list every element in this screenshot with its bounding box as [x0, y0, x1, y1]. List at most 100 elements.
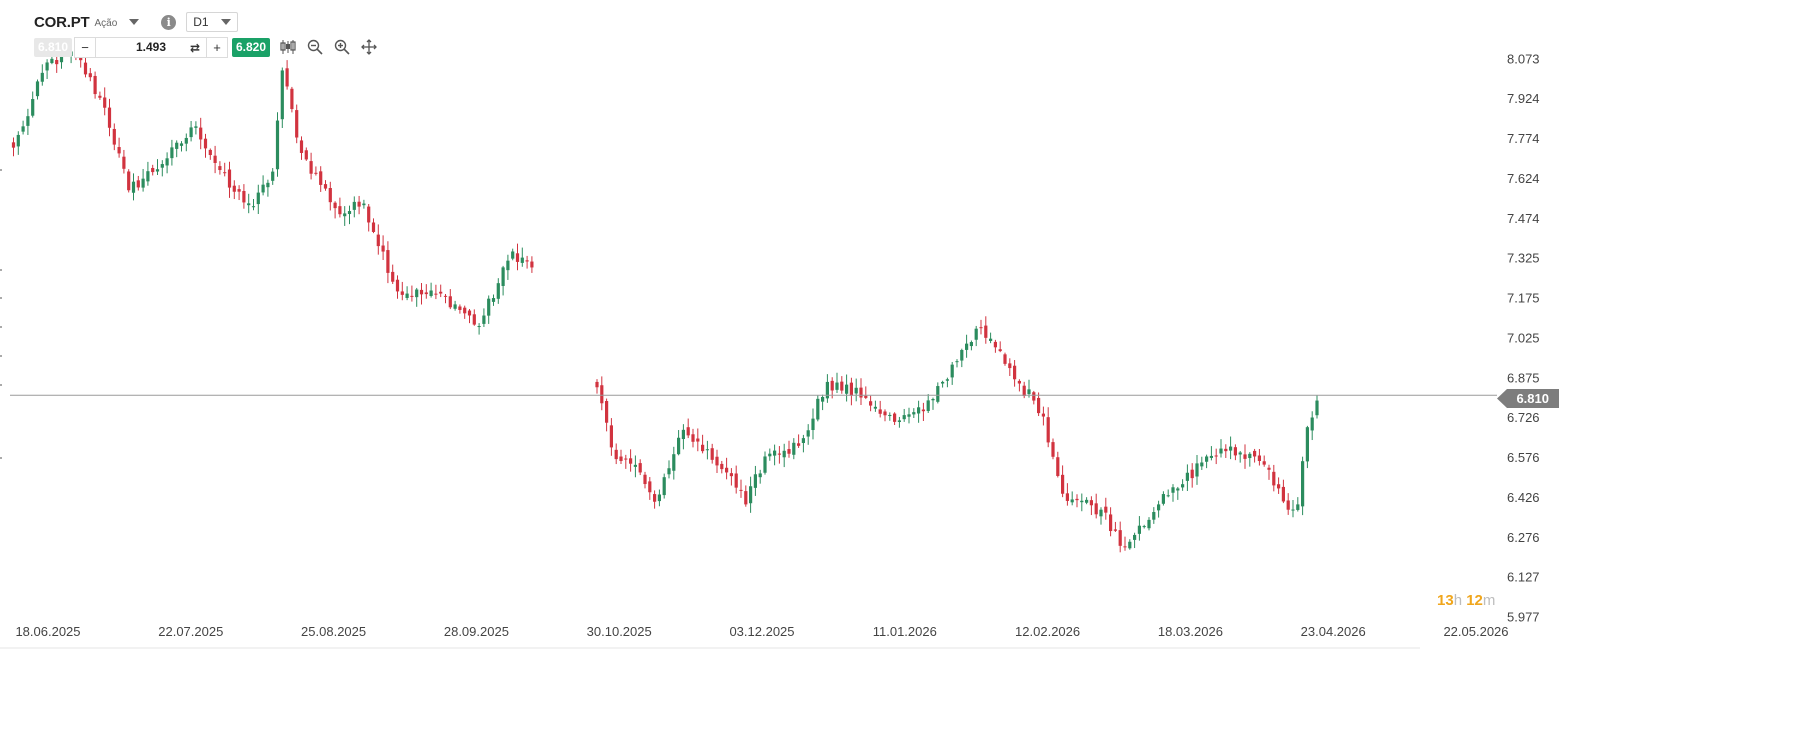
candle-body: [1109, 514, 1113, 532]
candle-body: [290, 88, 294, 110]
candle-body: [600, 385, 604, 404]
y-tick-label: 7.175: [1507, 291, 1540, 306]
candle-body: [227, 169, 232, 188]
candle-body: [251, 206, 256, 208]
x-tick-label: 28.09.2025: [444, 624, 509, 639]
candle-body: [926, 400, 930, 411]
candle-body: [1277, 484, 1281, 489]
candlestick-type-icon[interactable]: [279, 38, 297, 56]
candle-body: [1041, 413, 1045, 417]
symbol-dropdown-icon[interactable]: [129, 19, 140, 25]
candle-body: [648, 481, 652, 493]
candle-body: [1166, 495, 1170, 497]
quantity-stepper[interactable]: − 1.493 ⇄ +: [74, 36, 228, 58]
candle-body: [989, 338, 993, 341]
candle-countdown: 13h 12m: [1437, 592, 1495, 609]
y-tick-label: 7.325: [1507, 251, 1540, 266]
candle-body: [31, 99, 35, 116]
candle-body: [59, 53, 64, 63]
candle-body: [1219, 448, 1223, 454]
buy-button[interactable]: 6.820: [232, 37, 270, 57]
y-tick-label: 6.276: [1507, 530, 1540, 545]
candle-body: [467, 310, 472, 316]
candle-body: [261, 184, 265, 193]
candle-body: [242, 191, 246, 203]
candle-body: [955, 361, 959, 363]
candle-body: [941, 381, 945, 384]
x-tick-label: 03.12.2025: [729, 624, 794, 639]
candle-body: [1065, 493, 1069, 501]
candle-body: [912, 412, 916, 415]
candle-body: [357, 201, 361, 207]
candle-body: [323, 184, 328, 189]
candle-body: [496, 283, 500, 299]
zoom-out-icon[interactable]: [306, 38, 324, 56]
y-tick-label: 8.073: [1507, 52, 1540, 67]
candle-body: [136, 180, 140, 188]
candle-body: [725, 467, 729, 473]
x-tick-label: 18.06.2025: [15, 624, 80, 639]
x-tick-label: 30.10.2025: [587, 624, 652, 639]
candle-body: [280, 70, 284, 120]
candle-body: [739, 489, 743, 491]
candle-body: [237, 189, 241, 192]
candle-body: [362, 203, 366, 206]
candle-body: [179, 143, 184, 146]
candle-body: [1190, 469, 1194, 479]
candle-body: [811, 418, 815, 431]
candle-body: [165, 158, 169, 166]
current-price-tag: 6.810: [1497, 389, 1559, 408]
candle-body: [653, 494, 657, 502]
candle-body: [371, 222, 376, 232]
candle-body: [849, 382, 853, 396]
candle-body: [624, 458, 628, 460]
candle-body: [1176, 488, 1180, 491]
candle-body: [463, 307, 467, 314]
candle-body: [343, 213, 347, 217]
swap-icon[interactable]: ⇄: [189, 40, 200, 55]
quantity-input[interactable]: 1.493 ⇄: [96, 38, 206, 57]
increase-quantity-button[interactable]: +: [206, 37, 227, 57]
move-icon[interactable]: [360, 38, 378, 56]
candle-body: [1094, 503, 1098, 515]
candle-body: [782, 450, 786, 458]
candle-body: [960, 349, 964, 361]
candle-body: [605, 401, 609, 423]
timeframe-select[interactable]: D1: [186, 12, 239, 32]
candle-body: [1046, 417, 1050, 443]
candle-body: [792, 442, 796, 455]
countdown-minutes: 12: [1466, 592, 1483, 609]
candle-body: [854, 387, 858, 394]
y-tick-label: 6.127: [1507, 570, 1540, 585]
candle-body: [40, 72, 44, 82]
sell-button[interactable]: 6.810: [34, 37, 72, 57]
candle-body: [720, 463, 724, 470]
info-icon[interactable]: i: [161, 14, 177, 30]
candle-body: [1272, 471, 1276, 486]
candle-body: [208, 149, 212, 156]
decrease-quantity-button[interactable]: −: [75, 37, 96, 57]
zoom-in-icon[interactable]: [333, 38, 351, 56]
candle-body: [122, 156, 126, 169]
candle-body: [907, 414, 911, 417]
countdown-minutes-unit: m: [1482, 592, 1496, 609]
candle-body: [864, 395, 868, 398]
candle-body: [482, 315, 486, 324]
candle-body: [45, 62, 49, 71]
candle-body: [1291, 509, 1295, 511]
candle-body: [777, 453, 781, 455]
candle-body: [897, 420, 901, 422]
candle-body: [840, 381, 844, 391]
candle-body: [314, 172, 318, 174]
candle-body: [902, 415, 906, 420]
candle-body: [1257, 455, 1261, 461]
candle-body: [643, 474, 647, 485]
candle-body: [1238, 452, 1242, 455]
candle-body: [304, 150, 308, 160]
chart-header: COR.PT Ação i D1: [34, 10, 239, 34]
candle-body: [21, 126, 25, 132]
candle-body: [1185, 472, 1189, 481]
countdown-hours: 13: [1437, 592, 1454, 609]
